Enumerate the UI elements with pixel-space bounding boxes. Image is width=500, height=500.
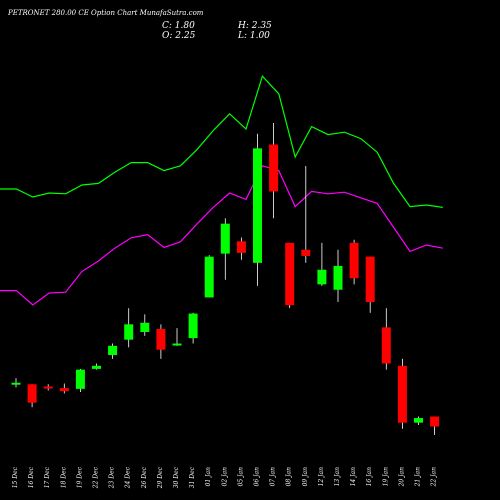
x-tick-label: 23 Dec	[109, 466, 116, 489]
candle-body	[333, 265, 343, 290]
x-tick-label: 22 Dec	[93, 466, 100, 489]
candle	[92, 363, 101, 370]
candle-body	[43, 386, 53, 389]
candle-body	[317, 269, 327, 285]
candle	[43, 384, 53, 391]
candle-body	[11, 382, 21, 385]
x-tick-label: 09 Jan	[302, 467, 309, 487]
candle-body	[381, 327, 391, 364]
x-tick-label: 12 Jan	[318, 467, 325, 487]
high-value: H: 2.35	[238, 21, 272, 31]
x-tick-label: 21 Jan	[415, 467, 422, 488]
candle	[430, 416, 440, 435]
candle-body	[140, 322, 150, 333]
x-tick-label: 29 Dec	[157, 466, 164, 489]
candle	[27, 384, 37, 408]
candle-body	[27, 384, 37, 403]
x-tick-label: 18 Dec	[60, 466, 67, 488]
x-tick-label: 19 Dec	[76, 466, 83, 488]
candle	[188, 312, 198, 344]
x-tick-label: 31 Dec	[189, 466, 196, 488]
x-tick-label: 08 Jan	[286, 467, 293, 487]
candle-body	[236, 241, 246, 253]
candle-body	[204, 256, 214, 298]
candle-body	[172, 343, 182, 346]
close-value: C: 1.80	[162, 21, 195, 31]
candle-body	[397, 365, 407, 423]
low-value: L: 1.00	[238, 31, 270, 41]
candle-body	[301, 249, 311, 256]
candle	[140, 314, 150, 336]
candle	[172, 328, 182, 346]
candle	[269, 122, 279, 219]
candle-body	[188, 313, 198, 339]
candle-body	[220, 223, 230, 254]
x-tick-label: 15 Dec	[12, 466, 19, 488]
x-tick-label: 16 Jan	[366, 467, 373, 487]
candle-body	[430, 416, 440, 427]
candle	[253, 133, 262, 286]
candle	[365, 256, 375, 313]
x-tick-label: 05 Jan	[237, 467, 244, 487]
candle-body	[414, 418, 423, 423]
candle	[11, 378, 21, 388]
candle-body	[124, 324, 134, 340]
x-tick-label: 30 Dec	[173, 466, 180, 488]
candle	[204, 255, 214, 298]
candle	[236, 237, 246, 260]
candle-body	[92, 365, 101, 369]
band-lines	[0, 75, 443, 306]
x-tick-label: 26 Dec	[141, 466, 148, 489]
candle-body	[285, 242, 295, 306]
candle	[59, 383, 69, 394]
candle	[124, 308, 134, 348]
candle	[156, 324, 166, 359]
candle-body	[253, 148, 262, 263]
x-axis-labels: 15 Dec 16 Dec 17 Dec 18 Dec 19 Dec 22 Dec 23 D…	[12, 466, 438, 489]
candle	[381, 308, 391, 370]
candle	[333, 249, 343, 303]
x-tick-label: 06 Jan	[254, 467, 261, 487]
x-tick-label: 20 Jan	[398, 467, 405, 488]
candle	[75, 368, 85, 392]
candle	[397, 358, 407, 429]
candle	[414, 416, 423, 425]
candle-body	[156, 328, 166, 350]
x-tick-label: 19 Jan	[382, 467, 389, 487]
candle-body	[269, 144, 279, 192]
candle	[317, 242, 327, 286]
candle	[285, 242, 295, 309]
open-value: O: 2.25	[162, 31, 196, 41]
candle	[108, 343, 118, 359]
x-tick-label: 02 Jan	[221, 467, 228, 487]
x-tick-label: 22 Jan	[431, 467, 438, 488]
chart-title: PETRONET 280.00 CE Option Chart MunafaSu…	[8, 9, 204, 17]
candle	[349, 239, 359, 285]
candle	[220, 218, 230, 280]
candle	[301, 166, 311, 263]
x-tick-label: 13 Jan	[334, 467, 341, 487]
candle-body	[75, 369, 85, 389]
upper-band-line	[0, 75, 443, 208]
x-tick-label: 07 Jan	[270, 467, 277, 487]
candle-body	[349, 242, 359, 279]
candle-body	[365, 256, 375, 303]
x-tick-label: 17 Dec	[44, 466, 51, 488]
candle-body	[59, 388, 69, 392]
candle-body	[108, 345, 118, 356]
x-tick-label: 14 Jan	[350, 467, 357, 487]
x-tick-label: 24 Dec	[125, 466, 132, 489]
candles	[11, 122, 440, 435]
x-tick-label: 01 Jan	[205, 467, 212, 487]
lower-band-line	[0, 165, 443, 306]
x-tick-label: 16 Dec	[28, 466, 35, 488]
